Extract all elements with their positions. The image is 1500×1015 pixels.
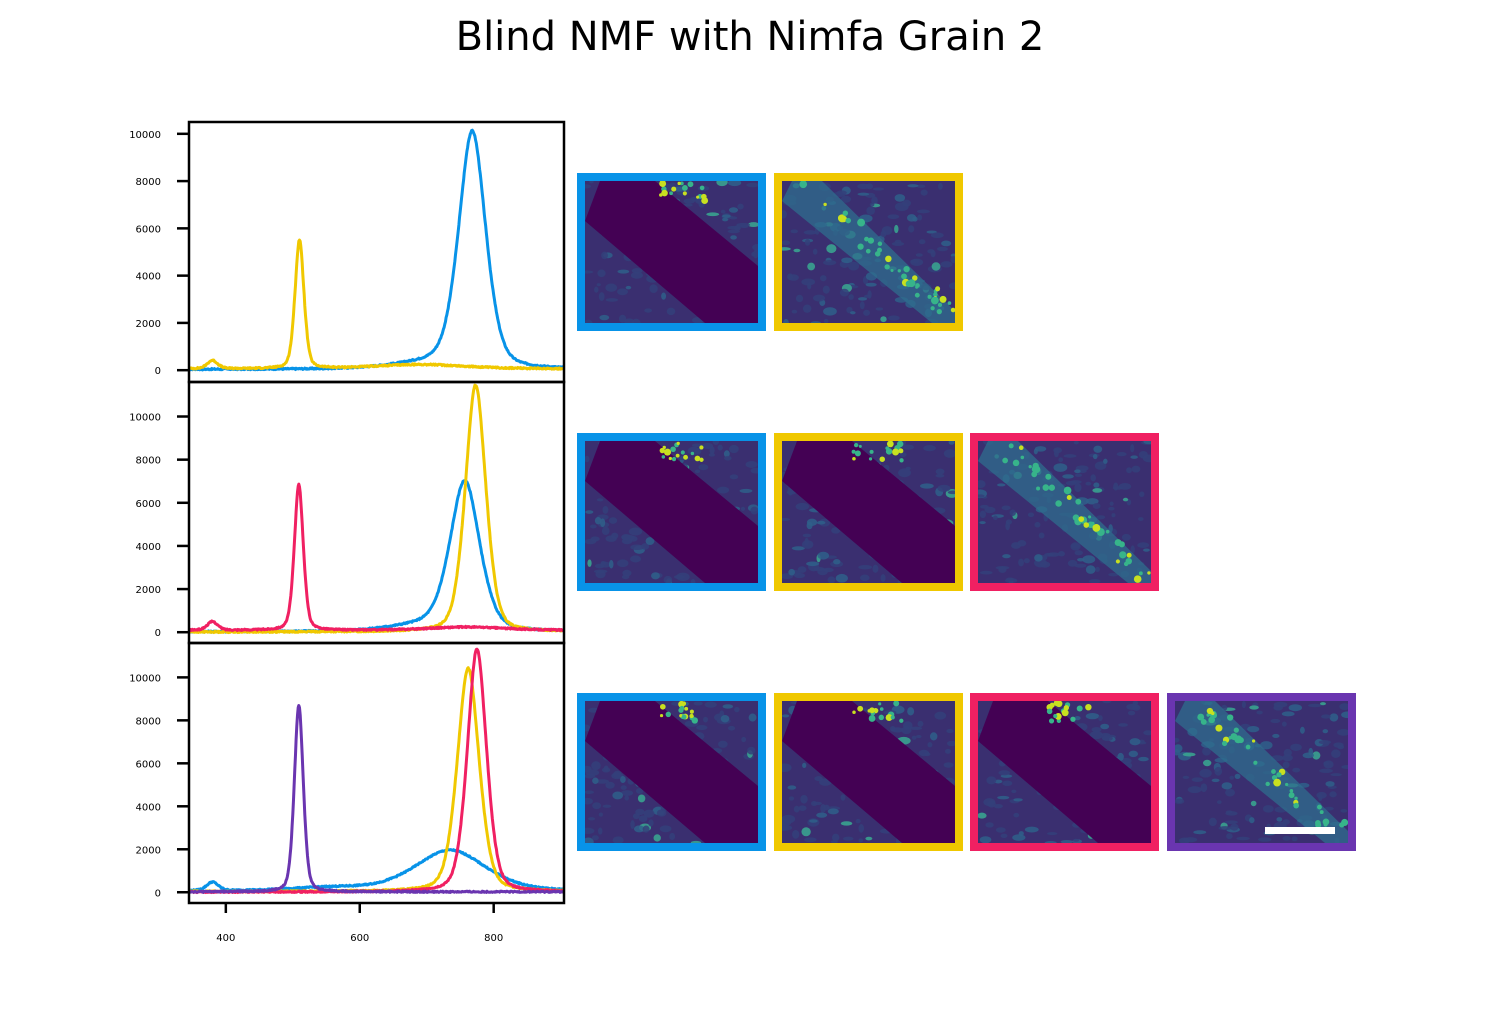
series-line-pink [189,482,564,633]
series-line-blue [189,128,564,372]
abundance-map-purple [1166,693,1356,851]
spectrum-panel-2: 0 2000 4000 6000 8000 10000 [129,380,566,645]
y-tick-label: 0 [155,628,161,639]
abundance-map-blue [577,433,766,591]
figure-title: Blind NMF with Nimfa Grain 2 [455,14,1045,60]
y-tick-label: 6000 [136,224,161,235]
series-line-yellow [189,238,564,371]
y-tick-label: 8000 [136,716,161,727]
abundance-map-blue [577,693,766,851]
series-group [189,647,564,895]
series-line-pink [189,647,564,895]
y-tick-label: 10000 [129,130,161,141]
y-tick-label: 4000 [136,272,161,283]
scale-bar [1264,827,1335,834]
series-line-yellow [189,666,564,894]
y-tick-label: 6000 [136,759,161,770]
panel-frame [187,380,566,645]
series-line-purple [189,704,564,894]
spectrum-panel-1: 0 2000 4000 6000 8000 10000 [129,120,566,384]
y-tick-label: 6000 [136,499,161,510]
y-tick-label: 0 [155,366,161,377]
abundance-map-blue [577,173,766,331]
x-tick-label: 400 [216,933,235,944]
series-line-yellow [189,383,564,634]
y-tick-label: 10000 [129,413,161,424]
abundance-map-yellow [773,433,963,591]
y-tick-label: 2000 [136,585,161,596]
spectrum-panel-3: 0 2000 4000 6000 8000 10000 400 600 800 [129,641,566,944]
y-tick-label: 2000 [136,319,161,330]
y-tick-label: 8000 [136,177,161,188]
y-tick-label: 2000 [136,845,161,856]
panel-frame [187,120,566,384]
y-tick-label: 8000 [136,456,161,467]
x-tick-label: 800 [484,933,503,944]
y-tick-label: 0 [155,888,161,899]
series-group [189,128,564,372]
panel-frame [187,641,566,905]
series-group [189,383,564,634]
abundance-map-yellow [773,173,963,331]
abundance-map-pink [970,693,1159,851]
series-line-blue [189,479,564,634]
abundance-map-yellow [773,693,963,851]
abundance-map-pink [970,433,1159,591]
y-tick-label: 4000 [136,802,161,813]
x-tick-label: 600 [350,933,369,944]
y-tick-label: 10000 [129,673,161,684]
y-tick-label: 4000 [136,542,161,553]
